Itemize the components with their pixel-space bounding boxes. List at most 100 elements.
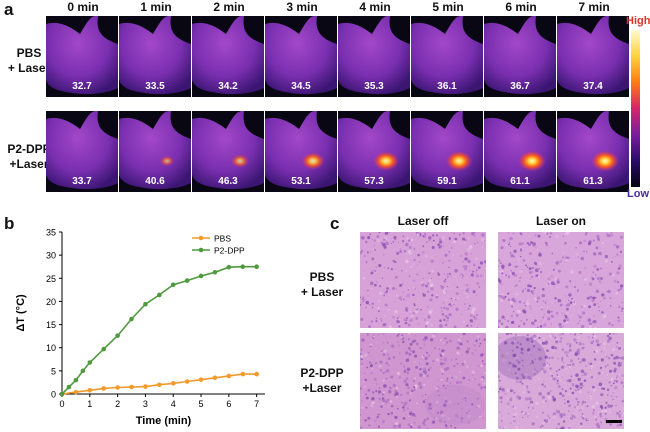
colorbar-high-label: High — [626, 15, 650, 27]
thermal-image: 61.1 — [484, 111, 556, 192]
x-tick-label: 5 — [199, 399, 204, 409]
x-axis-label: Time (min) — [136, 415, 192, 427]
histo-row-label-pbs-line2: + Laser — [300, 285, 344, 299]
data-point — [129, 384, 134, 390]
scale-bar — [606, 420, 622, 423]
data-point — [80, 368, 86, 374]
thermal-image: 33.7 — [46, 111, 118, 192]
thermal-image: 37.4 — [557, 16, 629, 97]
data-point — [184, 379, 190, 384]
temperature-readout: 61.1 — [510, 176, 530, 187]
data-point — [254, 371, 259, 377]
x-tick-label: 6 — [226, 399, 231, 409]
x-tick-label: 7 — [254, 399, 259, 409]
data-point — [240, 371, 246, 377]
thermal-row-label: P2-DPP +Laser — [0, 142, 58, 172]
y-tick-label: 5 — [51, 366, 56, 376]
x-tick-label: 3 — [143, 399, 148, 409]
thermal-image: 34.5 — [265, 16, 337, 97]
thermal-image: 53.1 — [265, 111, 337, 192]
x-tick-label: 1 — [87, 399, 92, 409]
data-point — [87, 360, 93, 365]
time-label: 1 min — [140, 0, 172, 14]
panel-b-letter: b — [4, 214, 15, 233]
thermal-row-label-line2: +Laser — [9, 157, 49, 171]
temperature-readout: 35.3 — [364, 81, 384, 92]
thermal-image: 57.3 — [338, 111, 410, 192]
thermal-row-label-line1: PBS — [16, 46, 42, 60]
histo-row-label-p2dpp-line1: P2-DPP — [300, 366, 344, 380]
data-point — [59, 391, 65, 397]
y-tick-label: 35 — [46, 228, 56, 238]
thermal-image: 40.6 — [119, 111, 191, 192]
x-tick-label: 2 — [115, 399, 120, 409]
temperature-readout: 34.5 — [291, 81, 311, 92]
data-point — [212, 269, 218, 275]
data-point — [226, 264, 232, 270]
histology-p2dpp-laser-on — [498, 333, 624, 429]
y-axis-label: ΔT (°C) — [15, 294, 27, 332]
data-point — [101, 386, 107, 391]
time-label: 5 min — [432, 0, 464, 14]
data-point — [73, 389, 79, 395]
y-tick-label: 15 — [46, 320, 56, 330]
data-point — [198, 273, 204, 279]
thermal-row-label-line2: + Laser — [7, 61, 51, 75]
histology-pbs-laser-on — [498, 232, 624, 328]
temperature-readout: 61.3 — [583, 176, 603, 187]
temperature-readout: 36.1 — [437, 81, 457, 92]
data-point — [254, 264, 259, 270]
histology-p2dpp-laser-off — [360, 333, 486, 429]
time-label: 3 min — [286, 0, 318, 14]
time-labels: 0 min 1 min 2 min 3 min 4 min 5 min 6 min 7 min — [46, 0, 630, 16]
time-label: 0 min — [67, 0, 99, 14]
thermal-image: 61.3 — [557, 111, 629, 192]
thermal-image: 35.3 — [338, 16, 410, 97]
thermal-image: 33.5 — [119, 16, 191, 97]
thermal-image: 59.1 — [411, 111, 483, 192]
temperature-readout: 32.7 — [72, 81, 92, 92]
data-point — [143, 384, 148, 389]
histo-row-label-p2dpp: P2-DPP +Laser — [292, 366, 352, 396]
temperature-readout: 37.4 — [583, 81, 603, 92]
temperature-readout: 33.7 — [72, 176, 92, 187]
histo-row-label-p2dpp-line2: +Laser — [302, 381, 342, 395]
data-point — [129, 316, 134, 322]
legend-marker — [198, 235, 204, 241]
data-point — [157, 292, 162, 298]
data-point — [198, 377, 204, 382]
temperature-readout: 57.3 — [364, 176, 384, 187]
time-label: 2 min — [213, 0, 245, 14]
thermal-row-label-line1: P2-DPP — [7, 142, 51, 156]
temperature-readout: 59.1 — [437, 176, 457, 187]
temperature-readout: 53.1 — [291, 176, 311, 187]
time-label: 4 min — [359, 0, 391, 14]
x-tick-label: 4 — [171, 399, 176, 409]
data-point — [66, 384, 72, 390]
col-header-laser-off: Laser off — [397, 214, 449, 228]
histo-row-label-pbs-line1: PBS — [309, 270, 335, 284]
temperature-line-chart: 0 5 10 15 20 25 30 35 0 1 2 3 4 5 6 7 Time (min) ΔT (°C) P… — [15, 228, 265, 427]
panel-c-letter: c — [330, 214, 340, 233]
data-point — [73, 377, 79, 383]
data-point — [170, 381, 176, 386]
temperature-readout: 40.6 — [145, 176, 165, 187]
thermal-image: 32.7 — [46, 16, 118, 97]
data-point — [87, 387, 93, 393]
x-tick-label: 0 — [59, 399, 64, 409]
legend-marker — [198, 247, 204, 253]
data-point — [212, 375, 218, 381]
thermal-colorbar — [631, 30, 640, 187]
thermal-image: 46.3 — [192, 111, 264, 192]
y-tick-label: 25 — [46, 274, 56, 284]
histo-row-label-pbs: PBS + Laser — [292, 270, 352, 300]
thermal-row-label: PBS + Laser — [0, 46, 58, 76]
y-tick-label: 10 — [46, 343, 56, 353]
data-point — [143, 301, 148, 307]
temperature-readout: 46.3 — [218, 176, 238, 187]
y-tick-label: 20 — [46, 297, 56, 307]
temperature-readout: 34.2 — [218, 81, 238, 92]
data-point — [226, 373, 232, 379]
colorbar-low-label: Low — [627, 188, 649, 200]
legend-label: P2-DPP — [214, 246, 245, 256]
